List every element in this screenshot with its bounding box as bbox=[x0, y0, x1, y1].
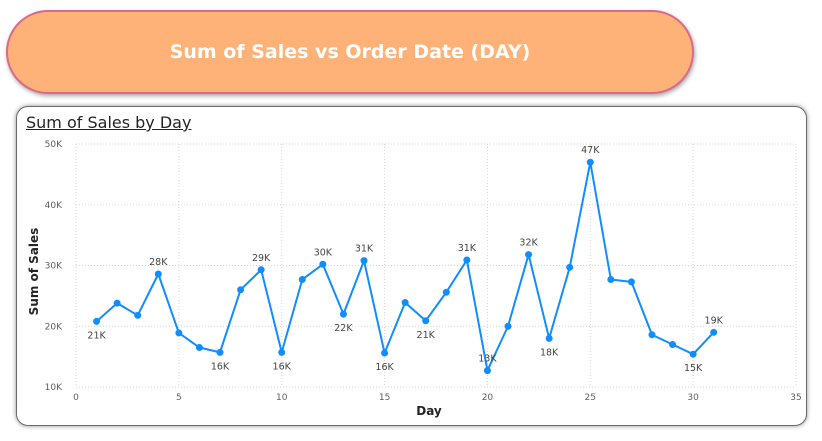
data-point bbox=[504, 322, 512, 330]
data-point bbox=[566, 263, 574, 271]
data-point bbox=[483, 367, 491, 375]
page-banner: Sum of Sales vs Order Date (DAY) bbox=[6, 10, 694, 94]
data-label: 32K bbox=[519, 238, 538, 249]
data-point bbox=[463, 256, 471, 264]
data-point bbox=[710, 328, 718, 336]
data-label: 16K bbox=[273, 361, 292, 372]
data-point bbox=[669, 340, 677, 348]
data-point bbox=[278, 348, 286, 356]
data-label: 22K bbox=[334, 323, 353, 334]
data-label: 21K bbox=[417, 330, 436, 341]
data-label: 16K bbox=[211, 361, 230, 372]
data-point bbox=[648, 331, 656, 339]
data-label: 30K bbox=[314, 247, 333, 258]
data-point bbox=[401, 299, 409, 307]
data-point bbox=[216, 348, 224, 356]
banner-title: Sum of Sales vs Order Date (DAY) bbox=[169, 41, 531, 63]
data-label: 47K bbox=[581, 145, 600, 156]
data-label: 18K bbox=[540, 347, 559, 358]
data-label: 16K bbox=[375, 362, 394, 373]
line-chart: 10K 20K 30K 40K 50K 0 5 10 15 20 25 30 35 Day Sum of S… bbox=[27, 140, 802, 418]
x-tick-label: 10 bbox=[276, 393, 288, 403]
data-point bbox=[154, 270, 162, 278]
series-line bbox=[95, 161, 715, 372]
data-point bbox=[134, 311, 142, 319]
data-point bbox=[525, 251, 533, 259]
data-point bbox=[237, 286, 245, 294]
data-label: 28K bbox=[149, 257, 168, 268]
data-label: 31K bbox=[458, 243, 477, 254]
data-point bbox=[113, 299, 121, 307]
data-point bbox=[545, 334, 553, 342]
data-label: 29K bbox=[252, 253, 271, 264]
y-tick-label: 50K bbox=[45, 140, 63, 150]
data-point bbox=[257, 266, 265, 274]
data-label: 21K bbox=[87, 330, 106, 341]
x-tick-label: 5 bbox=[176, 393, 182, 403]
data-point bbox=[442, 288, 450, 296]
data-label: 13K bbox=[478, 354, 497, 365]
data-point bbox=[360, 257, 368, 265]
x-tick-label: 0 bbox=[73, 393, 79, 403]
data-point bbox=[381, 349, 389, 357]
y-tick-label: 20K bbox=[45, 322, 63, 332]
x-tick-label: 35 bbox=[790, 393, 801, 403]
data-point bbox=[93, 317, 101, 325]
data-point bbox=[586, 158, 594, 166]
y-tick-label: 40K bbox=[45, 201, 63, 211]
x-axis-title: Day bbox=[416, 404, 442, 418]
chart-card: Sum of Sales by Day 10K 20K 30K 40K 50K 0 5 10 1… bbox=[16, 106, 807, 426]
y-tick-label: 10K bbox=[45, 383, 63, 393]
data-point bbox=[689, 350, 697, 358]
y-tick-label: 30K bbox=[45, 262, 63, 272]
x-tick-label: 20 bbox=[482, 393, 494, 403]
data-point bbox=[298, 275, 306, 283]
x-tick-label: 30 bbox=[687, 393, 699, 403]
y-axis-title: Sum of Sales bbox=[27, 228, 41, 316]
x-tick-label: 15 bbox=[379, 393, 390, 403]
data-point bbox=[195, 344, 203, 352]
data-point bbox=[175, 329, 183, 337]
data-point bbox=[627, 278, 635, 286]
data-point bbox=[422, 317, 430, 325]
data-point bbox=[339, 310, 347, 318]
data-label: 31K bbox=[355, 244, 374, 255]
data-point bbox=[607, 275, 615, 283]
data-label: 15K bbox=[684, 363, 703, 374]
chart-title: Sum of Sales by Day bbox=[26, 113, 192, 132]
x-tick-label: 25 bbox=[585, 393, 596, 403]
data-label: 19K bbox=[705, 315, 724, 326]
data-point bbox=[319, 260, 327, 268]
